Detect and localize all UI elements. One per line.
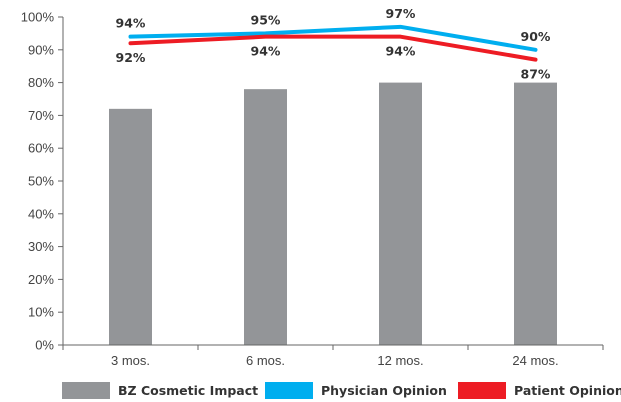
- lines-layer: [128, 24, 538, 62]
- x-tick-label: 6 mos.: [246, 353, 285, 368]
- y-tick-label: 70%: [28, 108, 54, 123]
- legend-label: Patient Opinion: [514, 382, 621, 398]
- bar: [379, 82, 422, 345]
- bar: [109, 108, 152, 345]
- legend-item-patient-opinion: Patient Opinion: [458, 378, 621, 402]
- y-tick-label: 40%: [28, 206, 54, 221]
- bars-layer: [109, 82, 557, 345]
- data-label: 97%: [386, 6, 416, 21]
- legend-swatch-physician: [265, 381, 313, 399]
- legend-label: Physician Opinion: [321, 382, 447, 398]
- y-tick-label: 0%: [35, 338, 54, 353]
- y-tick-label: 30%: [28, 239, 54, 254]
- legend: BZ Cosmetic Impact Physician Opinion Pat…: [0, 378, 621, 402]
- bar: [244, 89, 287, 345]
- legend-swatch-bars: [62, 381, 110, 399]
- series-line: [128, 34, 538, 62]
- data-label: 95%: [251, 12, 281, 27]
- y-tick-label: 80%: [28, 75, 54, 90]
- data-label: 94%: [251, 44, 281, 59]
- data-label: 94%: [116, 16, 146, 31]
- y-tick-label: 60%: [28, 141, 54, 156]
- x-tick-label: 12 mos.: [377, 353, 423, 368]
- data-label: 92%: [116, 50, 146, 65]
- labels-layer: 94% 95% 97% 90% 92% 94% 94% 87%: [116, 6, 551, 82]
- data-label: 90%: [521, 29, 551, 44]
- y-tick-label: 100%: [21, 10, 55, 25]
- legend-label: BZ Cosmetic Impact: [118, 382, 259, 398]
- data-label: 94%: [386, 44, 416, 59]
- data-label: 87%: [521, 67, 551, 82]
- y-tick-label: 50%: [28, 174, 54, 189]
- y-tick-label: 10%: [28, 305, 54, 320]
- chart: 0% 10% 20% 30% 40% 50% 60% 70% 80% 90% 100% 3 mos. 6…: [21, 6, 604, 368]
- legend-item-physician-opinion: Physician Opinion: [265, 378, 447, 402]
- x-tick-label: 3 mos.: [111, 353, 150, 368]
- y-tick-label: 90%: [28, 42, 54, 57]
- x-tick-label: 24 mos.: [512, 353, 558, 368]
- y-tick-label: 20%: [28, 272, 54, 287]
- legend-swatch-patient: [458, 381, 506, 399]
- legend-item-bz-cosmetic-impact: BZ Cosmetic Impact: [62, 378, 258, 402]
- bar: [514, 82, 557, 345]
- axis-layer: 0% 10% 20% 30% 40% 50% 60% 70% 80% 90% 100% 3 mos. 6…: [21, 10, 604, 368]
- series-line: [128, 24, 538, 52]
